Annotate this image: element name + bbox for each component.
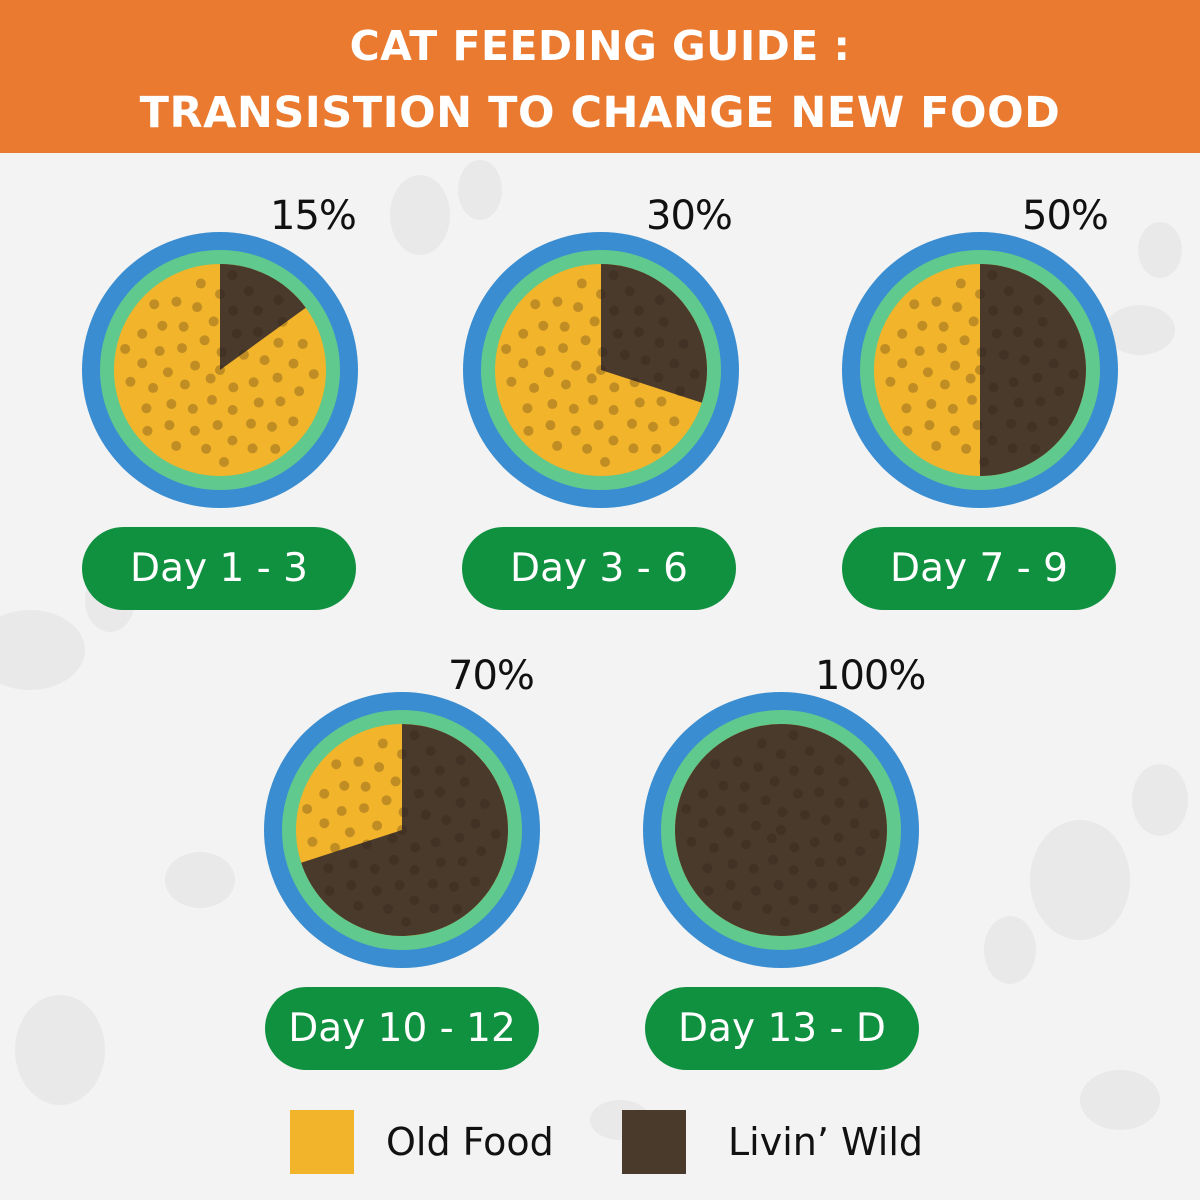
legend-old-food-label: Old Food [386, 1120, 554, 1164]
stage-4-day-badge: Day 10 - 12 [265, 987, 539, 1070]
stage-2-percent: 30% [646, 193, 733, 239]
stage-4-bowl [264, 692, 540, 968]
new-food-portion [301, 724, 509, 936]
stage-5-day-badge: Day 13 - D [645, 987, 919, 1070]
stage-2-day-badge: Day 3 - 6 [462, 527, 736, 610]
kibble-texture [501, 270, 700, 468]
legend-new-food-label: Livin’ Wild [728, 1120, 923, 1164]
stage-5-percent: 100% [815, 653, 926, 699]
legend-new-food-swatch [622, 1110, 686, 1174]
kibble-texture [120, 270, 319, 468]
new-food-portion [675, 724, 887, 936]
stage-3-day-badge: Day 7 - 9 [842, 527, 1116, 610]
stage-4-percent: 70% [448, 653, 535, 699]
kibble-texture [880, 270, 1079, 468]
new-food-portion [220, 264, 306, 370]
legend-old-food-swatch [290, 1110, 354, 1174]
stage-1-bowl [82, 232, 358, 508]
kibble-texture [681, 730, 880, 928]
stage-2-bowl [463, 232, 739, 508]
stage-3-percent: 50% [1022, 193, 1109, 239]
kibble-texture [302, 730, 501, 928]
new-food-portion [980, 264, 1086, 476]
title-line-2: TRANSISTION TO CHANGE NEW FOOD [139, 88, 1061, 138]
stage-3-bowl [842, 232, 1118, 508]
new-food-portion [601, 264, 707, 403]
stage-5-bowl [643, 692, 919, 968]
title-line-1: CAT FEEDING GUIDE : [349, 22, 851, 70]
title-banner: CAT FEEDING GUIDE : TRANSISTION TO CHANG… [0, 0, 1200, 153]
stage-1-percent: 15% [270, 193, 357, 239]
stage-1-day-badge: Day 1 - 3 [82, 527, 356, 610]
